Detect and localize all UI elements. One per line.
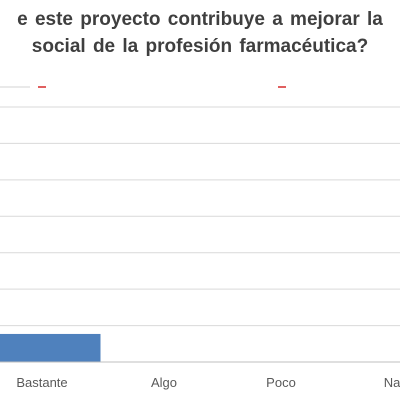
legend — [0, 86, 286, 88]
bars — [0, 333, 101, 362]
category-label: Poco — [266, 375, 296, 390]
chart-title-line-2: social de la profesión farmacéutica? — [31, 36, 369, 57]
legend-swatch — [0, 86, 30, 88]
category-label: Bastante — [16, 375, 67, 390]
legend-swatch — [38, 86, 46, 88]
chart-title-line-1: e este proyecto contribuye a mejorar la — [17, 9, 383, 30]
bar-bastante — [0, 333, 101, 362]
legend-swatch — [278, 86, 286, 88]
gridlines — [0, 106, 400, 327]
category-label: Algo — [151, 375, 177, 390]
category-axis: Bastante Algo Poco Na — [0, 361, 400, 390]
category-label: Na — [384, 375, 400, 390]
chart-title: e este proyecto contribuye a mejorar la … — [0, 6, 400, 60]
